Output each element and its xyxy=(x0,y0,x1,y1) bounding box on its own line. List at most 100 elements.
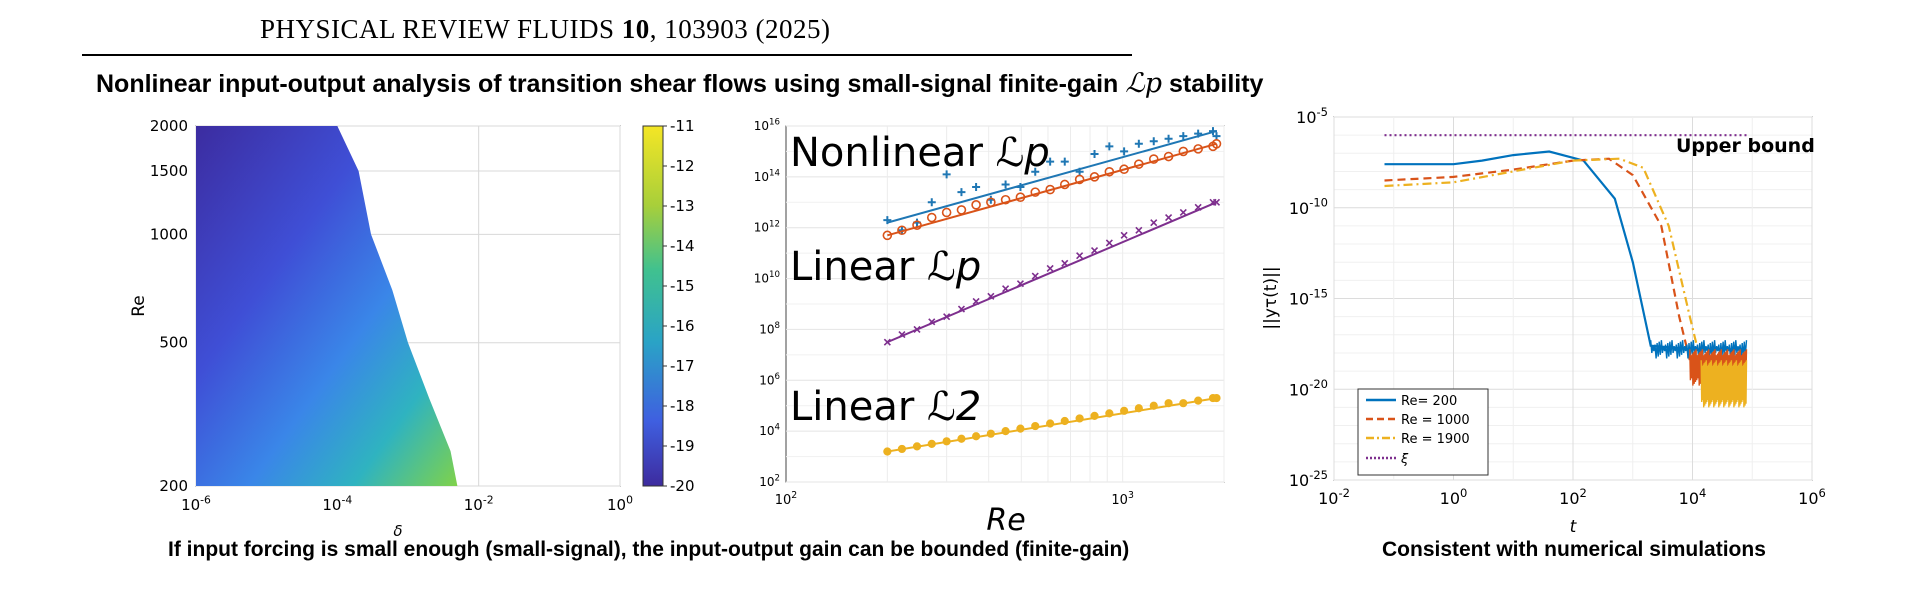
scaling-point-plus xyxy=(972,183,981,192)
timeseries-xtick: 100 xyxy=(1440,486,1468,508)
caption-left: If input forcing is small enough (small-… xyxy=(168,538,1130,561)
journal-volume: 10 xyxy=(621,14,650,44)
timeseries-ytick: 10-25 xyxy=(1289,468,1328,490)
heatmap-xtick: 100 xyxy=(607,493,633,514)
timeseries-xtick: 104 xyxy=(1679,486,1707,508)
scaling-point-plus xyxy=(1001,180,1010,189)
scaling-point-dot xyxy=(1149,401,1158,410)
timeseries-line-2 xyxy=(1384,157,1747,382)
heatmap-ytick: 200 xyxy=(159,477,188,495)
scaling-point-circle xyxy=(912,220,922,230)
timeseries-xlabel: t xyxy=(1570,517,1578,537)
scaling-panel: 102 104 106 108 1010 1012 1014 1016 102 103 Re No… xyxy=(754,118,1225,538)
scaling-point-circle xyxy=(897,225,907,236)
scaling-point-dot xyxy=(942,437,951,446)
scaling-point-x xyxy=(1179,208,1187,217)
scaling-point-x xyxy=(1076,252,1084,260)
scaling-point-circle xyxy=(986,197,996,208)
scaling-point-circle xyxy=(1089,172,1100,182)
scaling-point-x xyxy=(972,297,980,306)
scaling-point-x xyxy=(1135,226,1143,234)
colorbar-tick-label: -20 xyxy=(670,477,695,495)
scaling-point-plus xyxy=(1194,129,1203,138)
scaling-point-dot xyxy=(1164,399,1173,408)
scaling-point-plus xyxy=(1075,167,1084,176)
legend-label-re1900: Re = 1900 xyxy=(1401,432,1470,447)
colorbar-tick-label: -14 xyxy=(670,237,695,255)
figure-headline: Nonlinear input-output analysis of trans… xyxy=(96,68,1263,99)
journal-citation: , 103903 (2025) xyxy=(649,14,831,44)
timeseries-ytick: 10-5 xyxy=(1296,105,1328,127)
scaling-point-x xyxy=(1031,272,1039,280)
scaling-point-circle xyxy=(1119,164,1129,175)
scaling-point-circle xyxy=(1104,166,1115,177)
scaling-point-dot xyxy=(1046,419,1055,428)
colorbar xyxy=(642,125,664,487)
scaling-point-circle xyxy=(926,212,937,223)
heatmap-ytick: 1000 xyxy=(150,225,188,243)
timeseries-noise-band-2 xyxy=(1700,360,1748,408)
colorbar-tick-label: -15 xyxy=(670,277,695,295)
scaling-point-plus xyxy=(883,216,892,225)
scaling-point-x xyxy=(1061,259,1069,267)
scaling-point-x xyxy=(1016,280,1024,288)
scaling-point-circle xyxy=(1074,174,1085,185)
scaling-point-dot xyxy=(971,432,981,441)
scaling-point-plus xyxy=(1046,157,1055,166)
heatmap-panel: 10-6 10-4 10-2 100 200 500 1000 1500 2000 δ Re -… xyxy=(129,117,695,540)
colorbar-tick-label: -18 xyxy=(670,397,695,415)
timeseries-series xyxy=(1384,134,1748,408)
scaling-point-x xyxy=(1165,213,1173,222)
scaling-point-dot xyxy=(1212,393,1221,403)
scaling-point-circle xyxy=(956,205,967,215)
annotation-linear-lp: Linear ℒp xyxy=(790,244,981,290)
legend-label-xi: ξ xyxy=(1400,452,1409,467)
scaling-point-circle xyxy=(1000,194,1011,205)
heatmap-xlabel: δ xyxy=(393,522,402,540)
scaling-point-dot xyxy=(883,447,892,456)
legend-label-re1000: Re = 1000 xyxy=(1401,413,1470,428)
scaling-point-x xyxy=(928,318,936,326)
scaling-point-circle xyxy=(1059,179,1070,190)
heatmap-ytick: 1500 xyxy=(150,162,188,180)
scaling-point-plus xyxy=(1134,139,1143,148)
colorbar-tick-label: -13 xyxy=(670,197,695,215)
scaling-point-x xyxy=(1120,231,1128,239)
timeseries-ytick: 10-15 xyxy=(1289,286,1328,308)
scaling-ytick: 106 xyxy=(759,372,780,387)
scaling-point-x xyxy=(1212,198,1221,206)
legend: Re= 200 Re = 1000 Re = 1900 ξ xyxy=(1357,388,1489,476)
heatmap-xtick: 10-6 xyxy=(181,493,211,514)
scaling-ytick: 1016 xyxy=(754,118,780,133)
timeseries-xtick: 102 xyxy=(1559,486,1587,508)
scaling-point-circle xyxy=(1178,146,1189,157)
scaling-point-x xyxy=(1150,219,1158,227)
scaling-point-circle xyxy=(1211,139,1222,149)
heatmap-ytick: 500 xyxy=(159,334,188,352)
headline-suffix: stability xyxy=(1168,70,1264,98)
scaling-point-dot xyxy=(927,439,936,448)
scaling-point-x xyxy=(913,325,921,333)
scaling-point-circle xyxy=(1163,151,1174,162)
headline-text: Nonlinear input-output analysis of trans… xyxy=(96,70,1119,98)
legend-box xyxy=(1357,388,1489,476)
scaling-point-dot xyxy=(897,444,907,454)
scaling-ytick: 108 xyxy=(759,321,780,336)
header-rule xyxy=(82,54,1132,56)
scaling-point-dot xyxy=(1105,409,1114,418)
scaling-point-circle xyxy=(1045,184,1055,195)
scaling-point-plus xyxy=(1031,167,1040,176)
caption-right: Consistent with numerical simulations xyxy=(1382,538,1766,561)
scaling-point-plus xyxy=(1164,134,1173,143)
scaling-point-x xyxy=(943,313,951,321)
scaling-xtick: 103 xyxy=(1111,490,1134,508)
heatmap-ytick: 2000 xyxy=(150,117,188,135)
scaling-point-circle xyxy=(1148,154,1159,164)
scaling-point-circle xyxy=(882,230,893,241)
scaling-fit-line xyxy=(887,142,1217,237)
journal-header: PHYSICAL REVIEW FLUIDS 10, 103903 (2025) xyxy=(260,14,831,45)
timeseries-xtick: 10-2 xyxy=(1318,486,1350,508)
scaling-point-dot xyxy=(1001,427,1010,436)
scaling-fit-line xyxy=(887,130,1217,224)
